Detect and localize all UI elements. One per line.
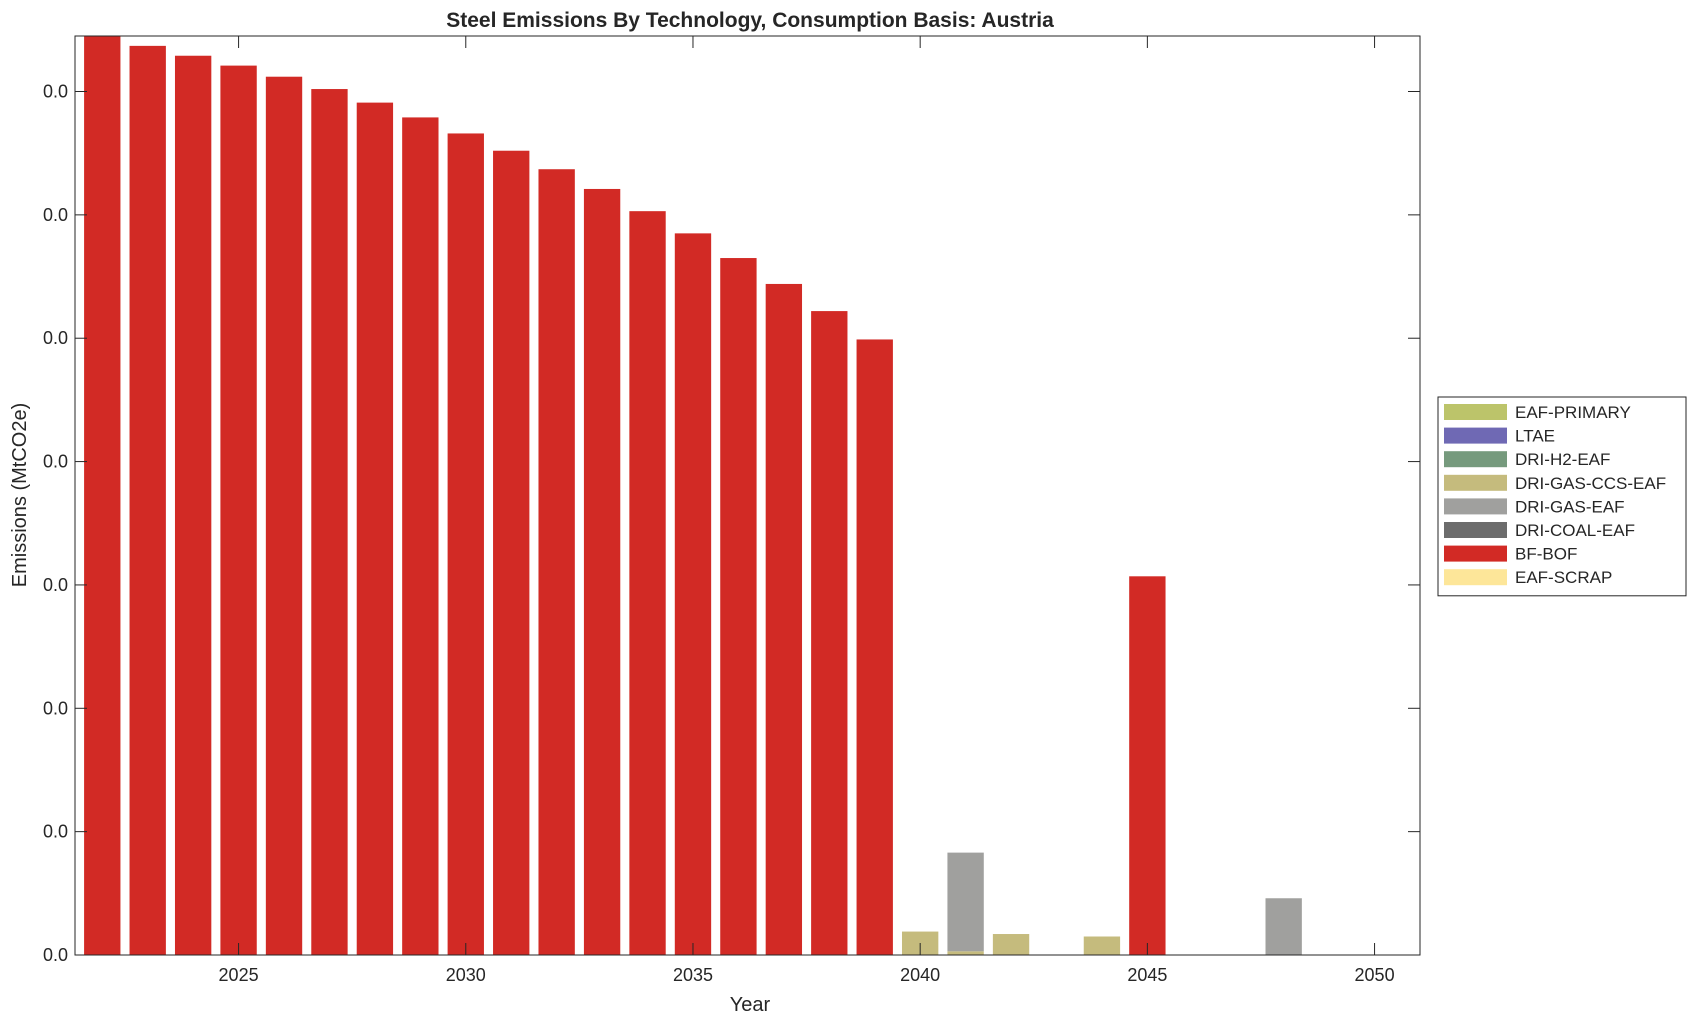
- legend-label-bf-bof: BF-BOF: [1515, 545, 1577, 564]
- x-tick-label: 2030: [446, 965, 486, 985]
- bar-bf-bof-2026: [265, 76, 303, 955]
- bar-bf-bof-2033: [583, 188, 621, 956]
- x-tick-label: 2035: [673, 965, 713, 985]
- bar-bf-bof-2023: [129, 45, 166, 955]
- legend-label-eaf-primary: EAF-PRIMARY: [1515, 403, 1631, 422]
- bar-bf-bof-2032: [538, 169, 575, 955]
- legend-swatch-dri-h2-eaf: [1444, 451, 1507, 468]
- legend-swatch-dri-coal-eaf: [1444, 522, 1507, 538]
- bar-bf-bof-2034: [629, 211, 666, 955]
- y-tick-label: 0.0: [43, 328, 68, 348]
- legend-swatch-dri-gas-ccs-eaf: [1444, 474, 1507, 491]
- legend-swatch-eaf-scrap: [1444, 569, 1507, 586]
- legend-label-eaf-scrap: EAF-SCRAP: [1515, 568, 1612, 587]
- axes-box: [74, 35, 1421, 956]
- y-tick-label: 0.0: [43, 82, 68, 102]
- x-tick-label: 2040: [900, 965, 940, 985]
- bar-dri-gas-ccs-eaf-2041: [947, 951, 984, 955]
- bar-bf-bof-2037: [765, 283, 803, 956]
- legend-box: [1437, 396, 1687, 597]
- bar-dri-gas-eaf-2041: [947, 852, 984, 952]
- y-tick-label: 0.0: [43, 452, 68, 472]
- bar-bf-bof-2045: [1129, 576, 1166, 955]
- legend-swatch-eaf-primary: [1444, 404, 1507, 420]
- legend-label-ltae: LTAE: [1515, 427, 1555, 446]
- legend-label-dri-gas-eaf: DRI-GAS-EAF: [1515, 497, 1625, 516]
- bar-bf-bof-2035: [674, 233, 712, 955]
- legend-label-dri-coal-eaf: DRI-COAL-EAF: [1515, 521, 1635, 540]
- x-tick-label: 2045: [1127, 965, 1167, 985]
- plot-area: 0.0 0.0 0.0 0.0 0.0 0.0 0.0 0.0 2025 2030 2035 2040…: [43, 35, 1421, 985]
- bar-bf-bof-2030: [447, 133, 484, 956]
- legend: EAF-PRIMARY LTAE DRI-H2-EAF DRI-GAS-CCS-EAF…: [1437, 396, 1687, 597]
- bar-bf-bof-2038: [811, 311, 848, 955]
- y-tick-label: 0.0: [43, 575, 68, 595]
- y-tick-label: 0.0: [43, 822, 68, 842]
- x-axis-label: Year: [730, 994, 771, 1016]
- bar-bf-bof-2036: [720, 258, 757, 955]
- bar-bf-bof-2028: [356, 102, 394, 956]
- bar-bf-bof-2029: [402, 117, 439, 955]
- legend-label-dri-h2-eaf: DRI-H2-EAF: [1515, 450, 1610, 469]
- legend-swatch-bf-bof: [1444, 545, 1507, 562]
- x-tick-label: 2050: [1355, 965, 1395, 985]
- y-tick-label: 0.0: [43, 698, 68, 718]
- bar-bf-bof-2024: [174, 55, 212, 955]
- y-tick-label: 0.0: [43, 205, 68, 225]
- y-axis-label: Emissions (MtCO2e): [9, 403, 31, 587]
- legend-label-dri-gas-ccs-eaf: DRI-GAS-CCS-EAF: [1515, 474, 1666, 493]
- legend-swatch-dri-gas-eaf: [1444, 498, 1507, 515]
- y-tick-label: 0.0: [43, 945, 68, 965]
- bar-dri-gas-ccs-eaf-2044: [1083, 936, 1121, 955]
- bar-dri-gas-eaf-2048: [1265, 898, 1302, 955]
- bar-bf-bof-2039: [856, 339, 893, 955]
- chart-title: Steel Emissions By Technology, Consumpti…: [446, 9, 1054, 32]
- x-tick-label: 2025: [219, 965, 259, 985]
- legend-swatch-ltae: [1444, 427, 1507, 444]
- bar-bf-bof-2031: [493, 150, 530, 955]
- bar-bf-bof-2022: [84, 36, 121, 955]
- bar-dri-gas-ccs-eaf-2042: [992, 934, 1030, 955]
- bar-bf-bof-2027: [311, 89, 348, 955]
- bar-bf-bof-2025: [220, 65, 257, 956]
